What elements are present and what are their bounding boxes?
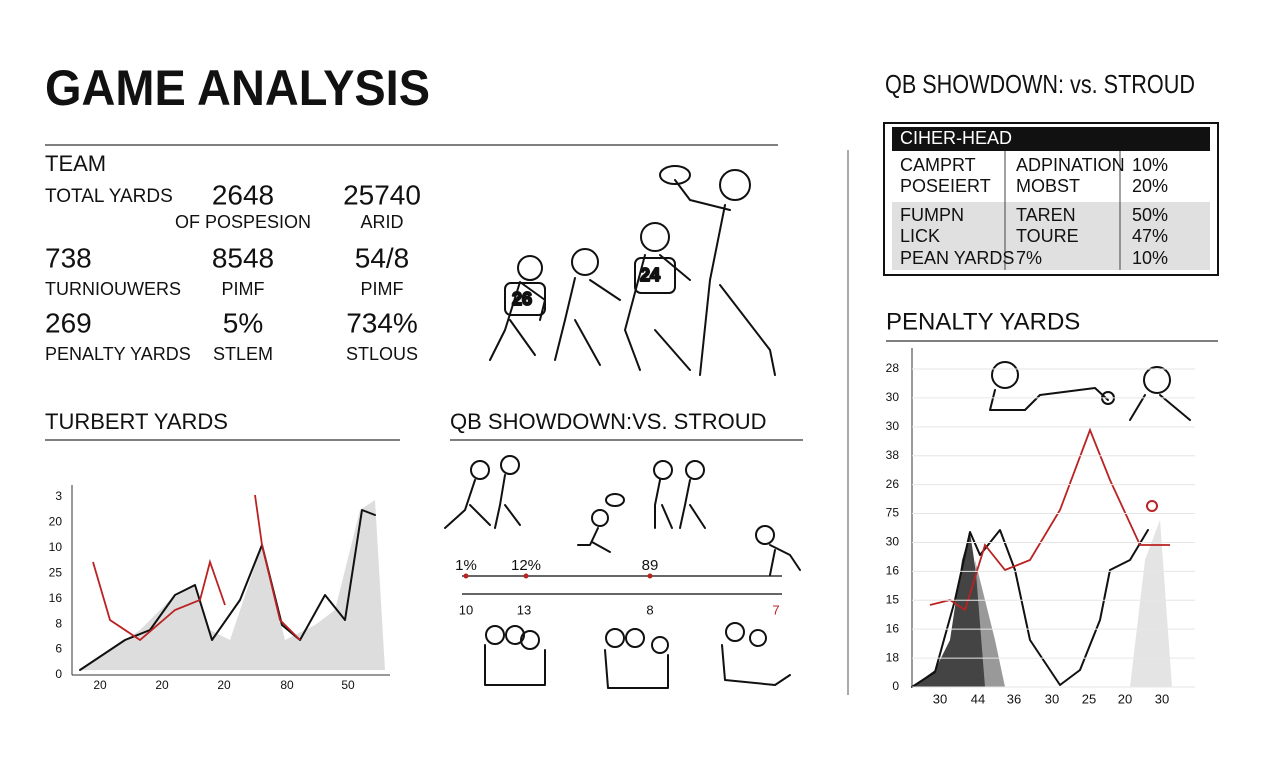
- timeline-label: 7: [772, 602, 779, 617]
- timeline-label: 8: [646, 602, 653, 617]
- timeline-dot: [463, 573, 469, 579]
- qb-table-cell: 50%: [1132, 205, 1168, 225]
- x-label: 30: [1045, 691, 1059, 706]
- qb-table-cell: 10%: [1132, 248, 1168, 268]
- qb-table-cell: POSEIERT: [900, 176, 991, 196]
- stat-value: 269: [45, 307, 92, 338]
- stat-value: 738: [45, 242, 92, 273]
- middle-illustrations: [444, 455, 801, 689]
- left-line: [79, 509, 376, 671]
- y-label: 28: [886, 361, 900, 375]
- stat-label: TOTAL YARDS: [45, 186, 173, 207]
- right-line: [911, 529, 1149, 688]
- x-label: 80: [280, 678, 294, 692]
- left-area: [80, 500, 385, 670]
- right-illustrations: [989, 361, 1191, 421]
- x-label: 36: [1007, 691, 1021, 706]
- qb-table-shaded: [892, 202, 1210, 270]
- qb-table-cell: TOURE: [1016, 226, 1079, 246]
- y-label: 18: [886, 650, 900, 664]
- page-title: GAME ANALYSIS: [45, 60, 430, 116]
- stat-value: 5%: [223, 307, 263, 338]
- stat-label: STLEM: [213, 344, 273, 364]
- stat-label: STLOUS: [346, 344, 418, 364]
- y-label: 16: [886, 621, 900, 635]
- stat-value: 54/8: [355, 242, 410, 273]
- left-chart-title: TURBERT YARDS: [45, 409, 228, 434]
- y-label: 0: [892, 679, 899, 693]
- x-label: 20: [155, 678, 169, 692]
- left-red-line-2: [254, 494, 301, 641]
- timeline-dot: [523, 573, 529, 579]
- right-area: [1130, 520, 1172, 687]
- qb-table-header-bg: [892, 127, 1210, 151]
- timeline-label: 12%: [511, 557, 541, 574]
- y-label: 20: [49, 515, 63, 529]
- stat-label: OF POSPESION: [175, 212, 311, 232]
- svg-text:26: 26: [512, 289, 532, 309]
- y-label: 8: [55, 616, 62, 630]
- x-label: 20: [217, 678, 231, 692]
- right-marker: [1146, 500, 1158, 512]
- stat-value: 8548: [212, 242, 274, 273]
- x-label: 20: [1118, 691, 1132, 706]
- qb-table-cell: TAREN: [1016, 205, 1076, 225]
- y-label: 10: [49, 540, 63, 554]
- stat-label: TURNIOUWERS: [45, 279, 181, 299]
- right-red-line: [929, 427, 1170, 612]
- y-label: 3: [55, 489, 62, 503]
- stat-value: 25740: [343, 179, 421, 210]
- stat-label: PENALTY YARDS: [45, 344, 191, 364]
- y-label: 6: [55, 642, 62, 656]
- right-chart-title: PENALTY YARDS: [886, 308, 1080, 335]
- qb-table-cell: 47%: [1132, 226, 1168, 246]
- qb-table-cell: CAMPRT: [900, 155, 976, 175]
- right-gray-area: [975, 560, 1005, 687]
- qb-table-cell: LICK: [900, 226, 940, 246]
- right-dark-area: [912, 532, 995, 687]
- timeline-label: 1%: [455, 557, 477, 574]
- y-label: 38: [886, 448, 900, 462]
- stat-label: ARID: [360, 212, 403, 232]
- qb-table-cell: 10%: [1132, 155, 1168, 175]
- y-label: 30: [886, 390, 900, 404]
- qb-table-cell: 20%: [1132, 176, 1168, 196]
- y-label: 16: [886, 564, 900, 578]
- qb-table-cell: PEAN YARDS: [900, 248, 1014, 268]
- x-label: 30: [933, 691, 947, 706]
- y-label: 0: [55, 667, 62, 681]
- y-label: 75: [886, 506, 900, 520]
- qb-table-cell: FUMPN: [900, 205, 964, 225]
- y-label: 30: [886, 419, 900, 433]
- qb-table-cell: 7%: [1016, 248, 1042, 268]
- stat-label: PIMF: [222, 279, 265, 299]
- x-label: 30: [1155, 691, 1169, 706]
- svg-text:24: 24: [640, 265, 660, 285]
- middle-title: QB SHOWDOWN:VS. STROUD: [450, 409, 767, 434]
- x-label: 44: [971, 691, 985, 706]
- team-title: TEAM: [45, 151, 106, 176]
- left-red-line: [92, 558, 226, 642]
- y-label: 16: [49, 591, 63, 605]
- x-label: 20: [93, 678, 107, 692]
- timeline-label: 89: [642, 557, 659, 574]
- x-label: 50: [341, 678, 355, 692]
- players-illustration: 26 24: [489, 165, 776, 376]
- qb-table-title: QB SHOWDOWN: vs. STROUD: [885, 69, 1195, 99]
- qb-table-cell: MOBST: [1016, 176, 1080, 196]
- timeline-label: 10: [459, 602, 473, 617]
- y-label: 30: [886, 535, 900, 549]
- stat-label: PIMF: [361, 279, 404, 299]
- timeline-label: 13: [517, 602, 531, 617]
- qb-table-header: CIHER-HEAD: [900, 128, 1012, 148]
- timeline-dot: [647, 573, 653, 579]
- y-label: 15: [886, 592, 900, 606]
- y-label: 25: [49, 565, 63, 579]
- x-label: 25: [1082, 691, 1096, 706]
- qb-table-cell: ADPINATION: [1016, 155, 1125, 175]
- stat-value: 2648: [212, 179, 274, 210]
- stat-value: 734%: [346, 307, 418, 338]
- y-label: 26: [886, 477, 900, 491]
